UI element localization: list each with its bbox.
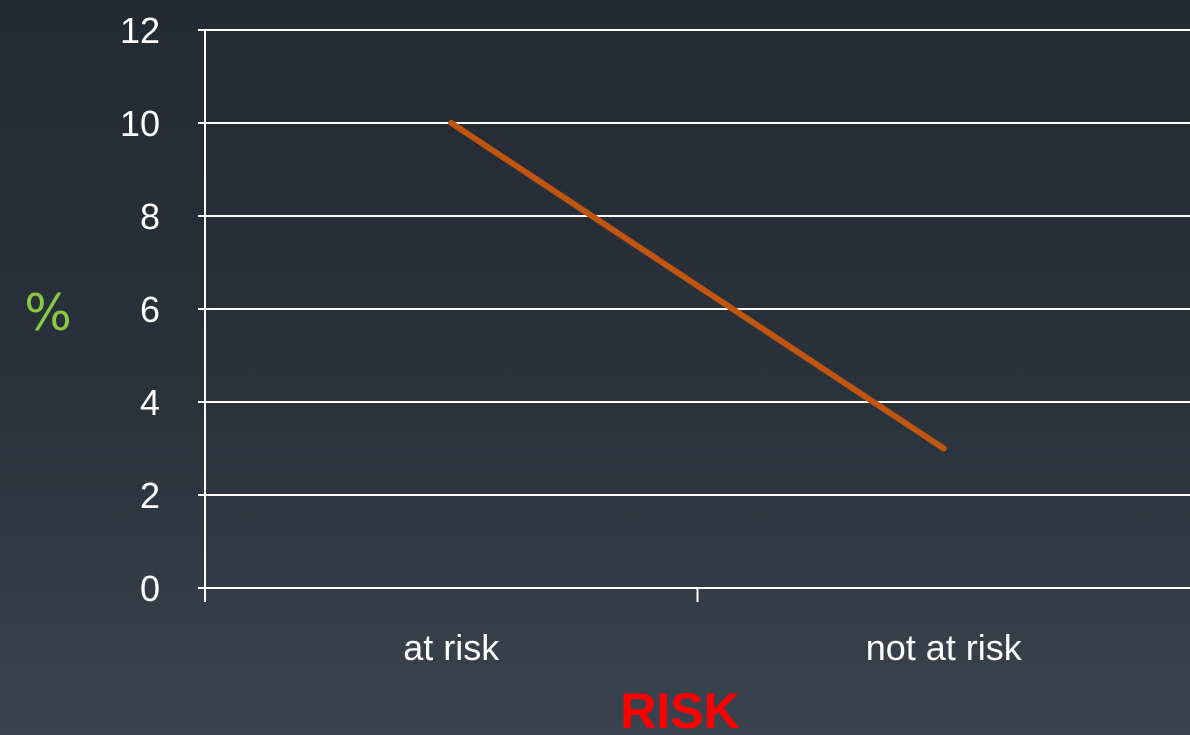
x-tick-labels: at risk not at risk	[403, 627, 1023, 668]
series-group	[448, 120, 947, 452]
axes	[198, 29, 1190, 602]
y-tick-labels: 0 2 4 6 8 10 12	[120, 10, 160, 609]
y-tick-label: 12	[120, 10, 160, 51]
y-tick-label: 10	[120, 103, 160, 144]
grid-lines	[205, 29, 1190, 496]
y-tick-label: 8	[140, 196, 160, 237]
series-line	[448, 120, 947, 452]
data-point	[940, 445, 947, 452]
y-tick-label: 4	[140, 382, 160, 423]
y-tick-label: 0	[140, 568, 160, 609]
x-tick-label: not at risk	[866, 627, 1023, 668]
data-point	[448, 120, 455, 126]
y-tick-label: 2	[140, 475, 160, 516]
x-tick-label: at risk	[403, 627, 500, 668]
y-tick-label: 6	[140, 289, 160, 330]
y-axis-label: %	[24, 284, 72, 342]
x-axis-label: RISK	[620, 683, 739, 735]
